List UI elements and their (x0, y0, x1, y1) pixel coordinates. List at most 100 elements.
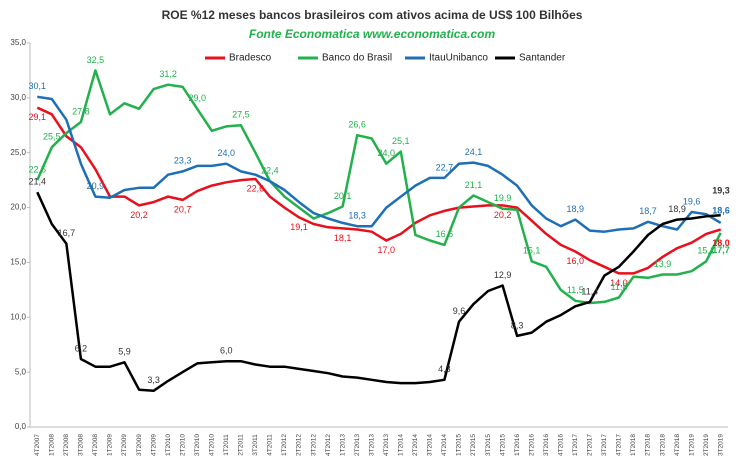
x-tick-label: 3T2011 (252, 434, 259, 456)
x-tick-label: 3T2010 (194, 434, 201, 456)
x-tick-label: 1T2010 (165, 434, 172, 456)
data-label: 18,1 (334, 233, 352, 243)
data-label: 30,1 (29, 81, 47, 91)
y-tick-label: 5,0 (15, 367, 27, 376)
data-label: 29,0 (188, 93, 206, 103)
data-label: 5,9 (118, 347, 131, 357)
y-tick-label: 15,0 (10, 258, 26, 267)
data-label: 25,1 (392, 136, 410, 146)
data-label: 24,1 (465, 147, 483, 157)
y-tick-label: 0,0 (15, 422, 27, 431)
data-label: 6,2 (75, 343, 88, 353)
y-tick-label: 30,0 (10, 93, 26, 102)
data-label: 6,0 (220, 346, 233, 356)
x-tick-label: 2T2019 (703, 434, 710, 456)
x-tick-label: 3T2009 (136, 434, 143, 456)
data-label: 19,9 (494, 193, 512, 203)
x-tick-label: 1T2017 (572, 434, 579, 456)
x-tick-label: 4T2016 (557, 434, 564, 456)
x-tick-label: 4T2012 (325, 434, 332, 456)
x-tick-label: 3T2015 (485, 434, 492, 456)
x-tick-label: 4T2013 (383, 434, 390, 456)
data-label: 23,3 (174, 156, 192, 166)
series-line (37, 95, 722, 233)
data-label: 20,7 (174, 204, 192, 214)
data-label: 32,5 (87, 55, 105, 65)
data-label: 16,6 (436, 229, 454, 239)
x-tick-label: 3T2012 (310, 434, 317, 456)
data-label: 19,3 (712, 186, 730, 196)
x-tick-label: 2T2012 (296, 434, 303, 456)
data-label: 15,1 (697, 246, 715, 256)
data-label: 27,8 (72, 106, 90, 116)
x-tick-label: 1T2018 (630, 434, 637, 456)
x-tick-label: 1T2012 (281, 434, 288, 456)
x-tick-label: 1T2016 (514, 434, 521, 456)
data-label: 21,4 (29, 177, 47, 187)
data-label: 8,3 (511, 320, 524, 330)
data-label: 15,1 (523, 246, 541, 256)
x-tick-label: 3T2008 (78, 434, 85, 456)
x-tick-label: 2T2017 (587, 434, 594, 456)
series-line (36, 106, 722, 275)
x-tick-label: 4T2010 (208, 434, 215, 456)
data-label: 18,9 (567, 204, 585, 214)
legend-label: Santander (519, 53, 566, 64)
chart-subtitle: Fonte Economatica www.economatica.com (249, 27, 496, 41)
data-label: 18,6 (712, 205, 730, 215)
x-tick-label: 4T2007 (34, 434, 41, 456)
x-tick-label: 3T2013 (368, 434, 375, 456)
data-label: 18,3 (348, 211, 366, 221)
data-label: 24,0 (378, 148, 396, 158)
y-tick-label: 25,0 (10, 148, 26, 157)
x-tick-label: 4T2018 (674, 434, 681, 456)
x-tick-label: 2T2011 (238, 434, 245, 456)
chart-title: ROE %12 meses bancos brasileiros com ati… (162, 8, 583, 22)
x-tick-label: 1T2009 (107, 434, 114, 456)
data-label: 11,5 (567, 285, 584, 295)
data-label: 22,4 (261, 166, 279, 176)
data-label: 24,0 (218, 148, 236, 158)
x-tick-label: 4T2009 (150, 434, 157, 456)
x-tick-label: 4T2017 (616, 434, 623, 456)
x-tick-label: 2T2016 (528, 434, 535, 456)
data-label: 13,9 (654, 259, 672, 269)
data-label: 20,9 (87, 181, 105, 191)
data-label: 22,6 (247, 183, 265, 193)
x-tick-label: 3T2017 (601, 434, 608, 456)
data-label: 12,9 (494, 270, 512, 280)
data-label: 27,5 (232, 110, 250, 120)
data-label: 26,6 (348, 120, 366, 130)
data-label: 19,6 (683, 196, 701, 206)
data-label: 20,1 (334, 191, 352, 201)
x-tick-label: 2T2010 (179, 434, 186, 456)
series-line (36, 191, 721, 393)
data-label: 18,0 (712, 238, 730, 248)
x-tick-label: 2T2018 (645, 434, 652, 456)
data-label: 4,3 (438, 364, 451, 374)
data-label: 31,2 (159, 69, 177, 79)
y-tick-label: 10,0 (10, 312, 26, 321)
x-tick-label: 4T2014 (441, 434, 448, 456)
data-label: 16,0 (567, 256, 585, 266)
x-tick-label: 2T2015 (470, 434, 477, 456)
x-tick-label: 3T2014 (427, 434, 434, 456)
x-tick-label: 1T2013 (339, 434, 346, 456)
x-tick-label: 3T2019 (717, 434, 724, 456)
data-label: 22,5 (29, 165, 47, 175)
data-label: 18,7 (639, 206, 657, 216)
x-tick-label: 3T2018 (659, 434, 666, 456)
y-tick-label: 20,0 (10, 203, 26, 212)
x-tick-label: 4T2011 (267, 434, 274, 456)
x-tick-label: 1T2015 (456, 434, 463, 456)
y-tick-label: 35,0 (10, 38, 26, 47)
data-label: 11,8 (611, 282, 628, 292)
data-label: 29,1 (29, 112, 47, 122)
data-label: 21,1 (465, 180, 483, 190)
x-tick-label: 1T2008 (49, 434, 56, 456)
data-label: 3,3 (147, 375, 160, 385)
data-label: 25,5 (43, 132, 61, 142)
x-tick-label: 2T2009 (121, 434, 128, 456)
data-label: 19,1 (290, 222, 308, 232)
